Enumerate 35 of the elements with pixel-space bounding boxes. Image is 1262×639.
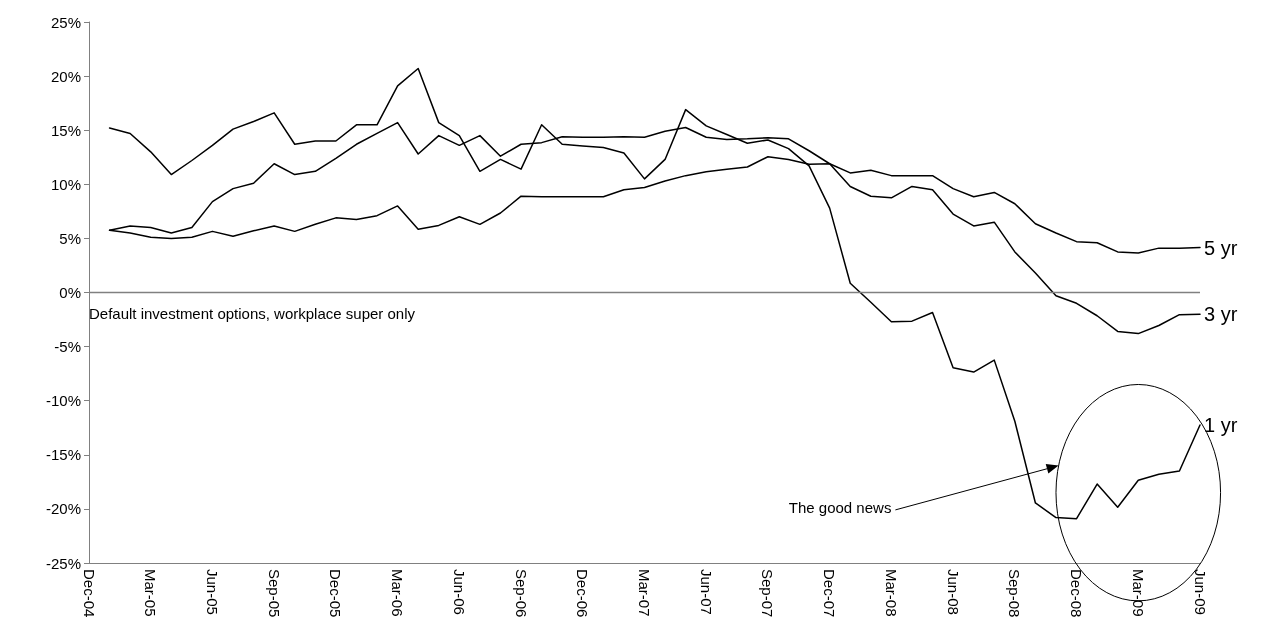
x-tick-label: Sep-07 — [759, 569, 777, 618]
y-tick-label: -10% — [45, 392, 81, 410]
annotation: Default investment options, workplace super only — [89, 305, 416, 323]
x-tick-label: Mar-06 — [389, 569, 407, 617]
x-tick-label: Mar-07 — [636, 569, 653, 617]
x-tick-label: Jun-05 — [203, 569, 221, 615]
x-tick-label: Jun-07 — [697, 569, 715, 615]
y-tick-label: 20% — [50, 67, 81, 85]
annotation: The good news — [788, 498, 892, 516]
x-tick-label: Dec-05 — [327, 569, 345, 618]
x-tick-label: Dec-06 — [574, 569, 592, 618]
x-tick-label: Jun-09 — [1191, 569, 1209, 615]
y-tick-label: 25% — [50, 13, 81, 31]
x-tick-label: Mar-08 — [882, 569, 900, 617]
x-tick-label: Jun-08 — [944, 569, 962, 615]
y-tick-label: -15% — [45, 446, 81, 464]
series-label: 5 yr — [1204, 236, 1238, 259]
x-tick-label: Dec-07 — [821, 569, 839, 618]
y-tick-label: 15% — [50, 121, 81, 139]
x-tick-label: Sep-08 — [1006, 569, 1024, 618]
series-label: 3 yr — [1204, 303, 1238, 326]
x-tick-label: Jun-06 — [450, 569, 468, 615]
y-tick-label: -20% — [45, 500, 81, 518]
series-label: 1 yr — [1204, 414, 1238, 437]
x-tick-label: Mar-09 — [1129, 569, 1147, 617]
x-tick-label: Dec-04 — [80, 569, 98, 618]
x-tick-label: Mar-05 — [142, 569, 160, 617]
x-tick-label: Sep-05 — [265, 569, 283, 618]
x-tick-label: Dec-08 — [1068, 569, 1086, 618]
y-tick-label: -5% — [54, 338, 81, 356]
y-tick-label: 0% — [59, 284, 81, 301]
y-tick-label: 10% — [50, 175, 81, 193]
y-tick-label: 5% — [59, 229, 81, 247]
y-tick-label: -25% — [45, 554, 81, 572]
x-tick-label: Sep-06 — [512, 569, 530, 618]
